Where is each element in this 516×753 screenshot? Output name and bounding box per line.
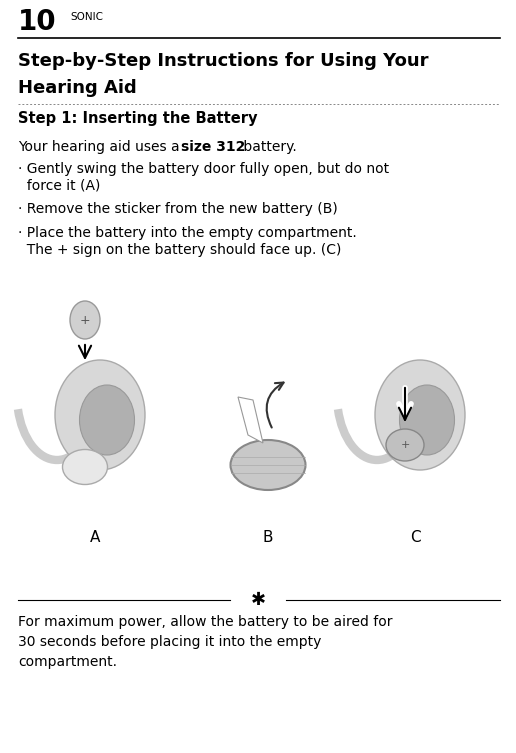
Ellipse shape [375, 360, 465, 470]
Text: · Gently swing the battery door fully open, but do not: · Gently swing the battery door fully op… [18, 162, 389, 176]
Text: 10: 10 [18, 8, 57, 36]
Text: · Remove the sticker from the new battery (B): · Remove the sticker from the new batter… [18, 202, 338, 216]
Text: compartment.: compartment. [18, 655, 117, 669]
Text: 30 seconds before placing it into the empty: 30 seconds before placing it into the em… [18, 635, 321, 649]
Text: For maximum power, allow the battery to be aired for: For maximum power, allow the battery to … [18, 615, 393, 629]
Ellipse shape [399, 385, 455, 455]
Ellipse shape [231, 440, 305, 490]
Text: battery.: battery. [239, 140, 297, 154]
Text: force it (A): force it (A) [18, 178, 101, 192]
Text: +: + [400, 440, 410, 450]
Text: A: A [90, 530, 100, 545]
Text: C: C [410, 530, 421, 545]
Text: SONIC: SONIC [70, 12, 103, 22]
Text: size 312: size 312 [181, 140, 246, 154]
Polygon shape [238, 397, 263, 443]
Text: Your hearing aid uses a: Your hearing aid uses a [18, 140, 184, 154]
Text: B: B [263, 530, 273, 545]
Ellipse shape [79, 385, 135, 455]
Ellipse shape [55, 360, 145, 470]
Text: Step-by-Step Instructions for Using Your: Step-by-Step Instructions for Using Your [18, 52, 428, 70]
Text: Hearing Aid: Hearing Aid [18, 79, 137, 97]
Text: Step 1: Inserting the Battery: Step 1: Inserting the Battery [18, 111, 257, 126]
Ellipse shape [62, 450, 107, 484]
Text: · Place the battery into the empty compartment.: · Place the battery into the empty compa… [18, 226, 357, 240]
Ellipse shape [386, 429, 424, 461]
Text: The + sign on the battery should face up. (C): The + sign on the battery should face up… [18, 243, 342, 257]
Ellipse shape [70, 301, 100, 339]
Text: ✱: ✱ [250, 591, 266, 609]
Text: +: + [79, 313, 90, 327]
